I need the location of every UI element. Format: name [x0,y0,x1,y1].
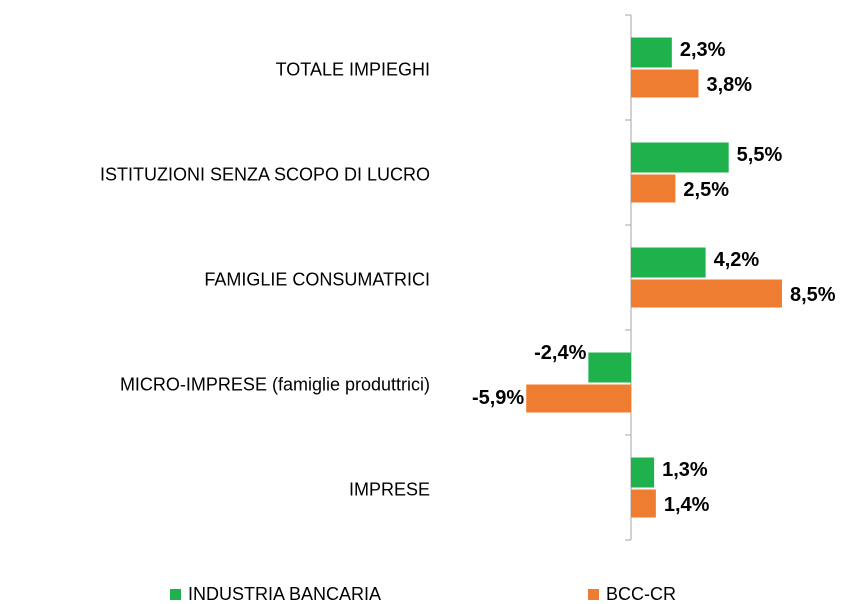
value-label: 8,5% [790,284,836,306]
value-label: 1,4% [664,494,710,516]
value-label: -2,4% [534,342,586,364]
bar [526,384,631,413]
bar [631,247,706,278]
bar [631,457,655,488]
value-label: 2,3% [680,39,726,61]
category-label: ISTITUZIONI SENZA SCOPO DI LUCRO [100,164,430,184]
bar [631,489,656,518]
bar [631,279,782,308]
bar [631,174,676,203]
bar [631,142,729,173]
value-label: 2,5% [683,179,729,201]
bar [631,69,699,98]
value-label: 3,8% [706,74,752,96]
bar [631,37,672,68]
legend-swatch [588,589,599,600]
legend-label: BCC-CR [606,584,676,604]
value-label: 1,3% [662,459,708,481]
category-label: MICRO-IMPRESE (famiglie produttrici) [120,374,430,394]
legend-swatch [170,589,181,600]
value-label: 5,5% [737,144,783,166]
category-label: IMPRESE [349,479,430,499]
bar [588,352,631,383]
category-label: TOTALE IMPIEGHI [276,59,430,79]
value-label: -5,9% [472,387,524,409]
value-label: 4,2% [714,249,760,271]
legend-label: INDUSTRIA BANCARIA [188,584,381,604]
category-label: FAMIGLIE CONSUMATRICI [204,269,430,289]
